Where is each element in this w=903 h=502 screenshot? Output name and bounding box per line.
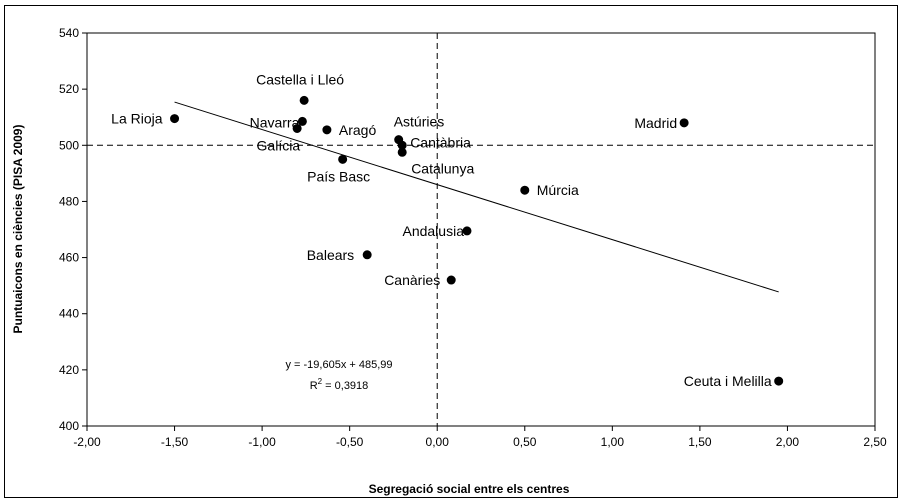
point-label: Balears (307, 247, 354, 263)
data-point (774, 376, 784, 386)
x-tick-label: 2,50 (863, 435, 887, 449)
x-tick-label: -0,50 (336, 435, 364, 449)
data-point (292, 123, 302, 133)
x-axis-title: Segregació social entre els centres (369, 482, 570, 496)
data-point (299, 95, 309, 105)
trendline (174, 101, 779, 293)
chart-frame (4, 5, 898, 498)
point-label: Canàries (384, 272, 440, 288)
x-tick-label: -1,00 (248, 435, 276, 449)
x-tick-label: -1,50 (161, 435, 189, 449)
x-axis-ticks: -2,00 -1,50 -1,00 -0,50 0,00 0,50 1,00 1,50 2,00… (73, 426, 887, 449)
point-label: Madrid (634, 115, 677, 131)
data-point (462, 226, 472, 236)
point-labels: La Rioja Castella i Lleó Navarra Galícia Ara… (111, 71, 772, 389)
x-tick-label: 2,00 (776, 435, 800, 449)
data-point (446, 275, 456, 285)
point-label: Navarra (250, 114, 300, 130)
data-point (338, 154, 348, 164)
trendline-group (174, 101, 779, 293)
y-axis-title: Puntuaicons en ciències (PISA 2009) (11, 125, 25, 334)
point-label: Aragó (339, 122, 377, 138)
data-points (170, 95, 784, 386)
y-axis-ticks: 400 420 440 460 480 500 520 540 (59, 26, 87, 433)
point-label: Cantàbria (410, 134, 471, 150)
data-point (322, 125, 332, 135)
r-squared-text: R2 = 0,3918 (310, 377, 369, 392)
y-tick-label: 460 (59, 251, 79, 265)
point-label: La Rioja (111, 111, 163, 127)
point-label: Catalunya (411, 160, 474, 176)
plot-area (86, 32, 876, 427)
equation-text: y = -19,605x + 485,99 (285, 359, 392, 371)
y-tick-label: 440 (59, 307, 79, 321)
data-point (520, 185, 530, 195)
x-tick-label: 0,50 (513, 435, 537, 449)
point-label: Ceuta i Melilla (684, 373, 772, 389)
x-tick-label: -2,00 (73, 435, 101, 449)
x-tick-label: 0,00 (426, 435, 450, 449)
x-tick-label: 1,50 (688, 435, 712, 449)
point-label: Castella i Lleó (256, 71, 344, 87)
y-tick-label: 400 (59, 419, 79, 433)
y-tick-label: 420 (59, 363, 79, 377)
y-tick-label: 500 (59, 138, 79, 152)
data-point (397, 147, 407, 157)
y-tick-label: 540 (59, 26, 79, 40)
data-point (170, 114, 180, 124)
x-tick-label: 1,00 (601, 435, 625, 449)
data-point (362, 250, 372, 260)
point-label: País Basc (307, 168, 370, 184)
data-point (679, 118, 689, 128)
y-tick-label: 520 (59, 82, 79, 96)
reference-lines (87, 33, 875, 426)
point-label: Múrcia (537, 182, 579, 198)
data-point (297, 116, 307, 126)
y-tick-label: 480 (59, 194, 79, 208)
point-label: Galícia (257, 137, 301, 153)
point-label: Astúries (394, 114, 445, 130)
point-label: Andalusia (402, 223, 464, 239)
